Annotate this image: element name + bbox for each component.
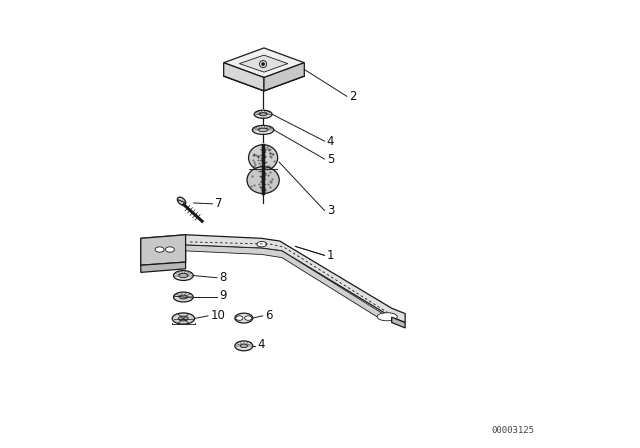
Ellipse shape: [248, 145, 278, 171]
Ellipse shape: [155, 247, 164, 252]
Polygon shape: [224, 48, 305, 78]
Ellipse shape: [244, 316, 252, 320]
Ellipse shape: [236, 316, 243, 320]
Ellipse shape: [172, 313, 195, 324]
Circle shape: [262, 63, 264, 65]
Text: 9: 9: [220, 289, 227, 302]
Polygon shape: [141, 235, 186, 265]
Ellipse shape: [377, 313, 397, 321]
Ellipse shape: [179, 295, 188, 299]
Ellipse shape: [252, 125, 274, 134]
Ellipse shape: [240, 344, 248, 348]
Polygon shape: [239, 55, 288, 72]
Polygon shape: [224, 63, 264, 91]
Text: 5: 5: [327, 152, 334, 166]
Text: 7: 7: [215, 197, 222, 211]
Ellipse shape: [179, 316, 188, 321]
Text: 6: 6: [266, 309, 273, 323]
Text: 4: 4: [327, 134, 334, 148]
Ellipse shape: [235, 341, 253, 351]
Ellipse shape: [166, 247, 174, 252]
Text: 4: 4: [257, 338, 265, 352]
Circle shape: [260, 60, 267, 68]
Ellipse shape: [259, 128, 268, 132]
Ellipse shape: [173, 292, 193, 302]
Ellipse shape: [260, 113, 267, 116]
Ellipse shape: [179, 273, 188, 278]
Text: 1: 1: [327, 249, 334, 262]
Polygon shape: [141, 235, 405, 323]
Ellipse shape: [173, 271, 193, 280]
Text: 00003125: 00003125: [491, 426, 534, 435]
Ellipse shape: [247, 167, 279, 194]
Ellipse shape: [257, 241, 267, 247]
Text: 3: 3: [327, 204, 334, 217]
Ellipse shape: [254, 110, 272, 118]
Ellipse shape: [235, 313, 253, 323]
Polygon shape: [186, 245, 383, 320]
Text: 2: 2: [349, 90, 356, 103]
Ellipse shape: [177, 197, 186, 205]
Polygon shape: [392, 317, 405, 328]
Polygon shape: [141, 262, 186, 272]
Text: 10: 10: [210, 309, 225, 323]
Polygon shape: [264, 63, 305, 91]
Text: 8: 8: [220, 271, 227, 284]
